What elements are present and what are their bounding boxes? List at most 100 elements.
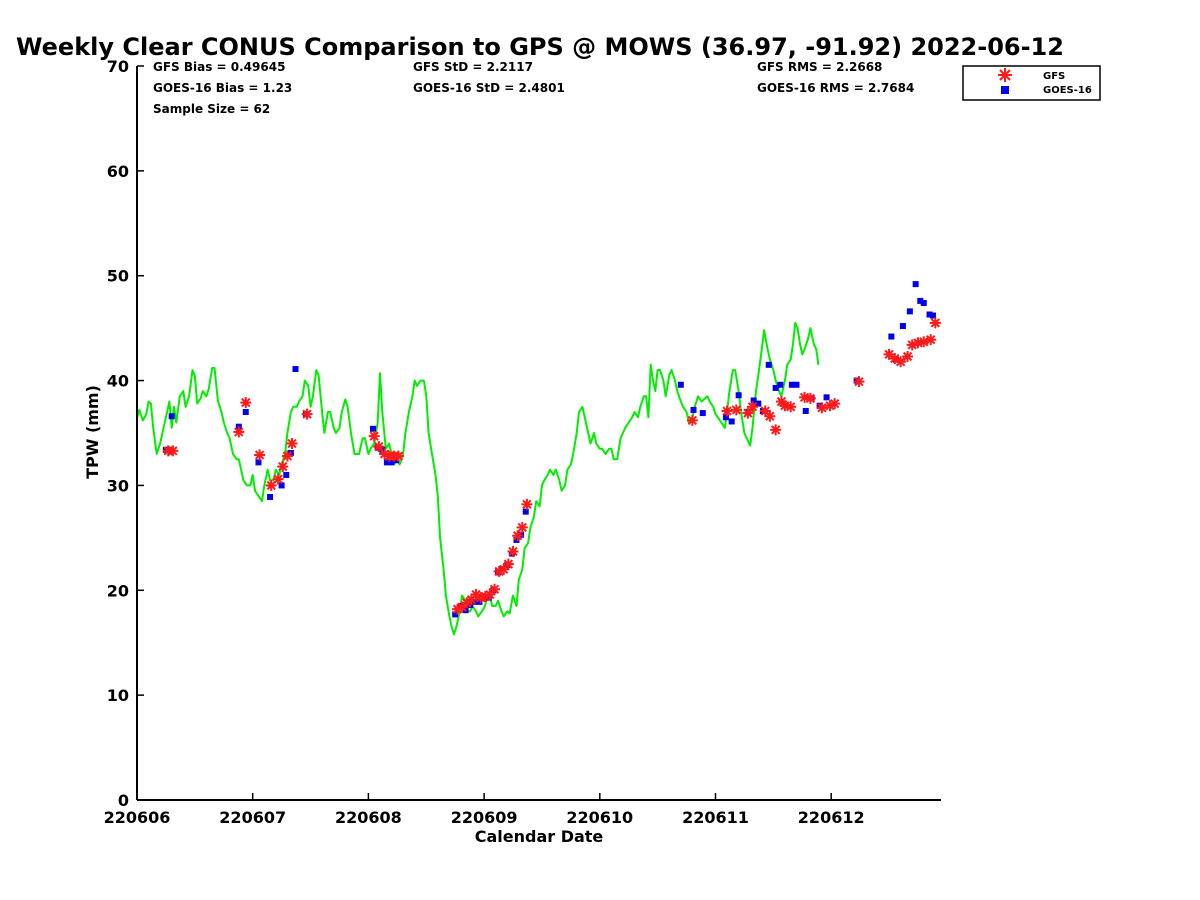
gfs-point [286, 437, 298, 449]
gfs-point [804, 392, 816, 404]
goes-16-point [255, 459, 262, 466]
goes-16-point [765, 361, 772, 368]
sample-size-text: Sample Size = 62 [153, 102, 270, 116]
goes-16-point [292, 366, 299, 373]
gfs-point [277, 461, 289, 473]
gfs-point [254, 449, 266, 461]
y-ticks: 0 10 20 30 40 50 60 70 [107, 57, 144, 810]
goes-16-point [899, 323, 906, 330]
x-tick-label: 220609 [451, 808, 518, 827]
gfs-bias-text: GFS Bias = 0.49645 [153, 60, 285, 74]
goes-16-point [823, 394, 830, 401]
goes-16-point [242, 409, 249, 416]
goes-16-point [476, 598, 483, 605]
goes-16-series [162, 281, 937, 618]
goes-16-point [788, 381, 795, 388]
y-tick-label: 40 [107, 372, 129, 391]
gfs-std-text: GFS StD = 2.2117 [413, 60, 533, 74]
gfs-point [373, 441, 385, 453]
gfs-point [281, 450, 293, 462]
legend-gfs-marker [998, 68, 1012, 82]
gfs-point [902, 350, 914, 362]
gfs-point [368, 430, 380, 442]
gfs-point [265, 479, 277, 491]
goes-16-point [912, 281, 919, 288]
gfs-point [747, 401, 759, 413]
gfs-point [686, 414, 698, 426]
y-tick-label: 20 [107, 581, 129, 600]
gfs-point [507, 545, 519, 557]
y-axis-label: TPW (mm) [83, 385, 102, 479]
goes-16-point [728, 418, 735, 425]
x-tick-label: 220607 [219, 808, 286, 827]
legend-goes-marker [1001, 86, 1009, 94]
gfs-point [853, 376, 865, 388]
gfs-point [764, 410, 776, 422]
stats-panel: GFS Bias = 0.49645 GOES-16 Bias = 1.23 S… [153, 60, 914, 116]
goes-16-point [777, 381, 784, 388]
goes-16-point [283, 471, 290, 478]
goes-16-point [793, 381, 800, 388]
y-tick-label: 70 [107, 57, 129, 76]
gfs-point [730, 404, 742, 416]
goes-std-text: GOES-16 StD = 2.4801 [413, 81, 565, 95]
legend-gfs-label: GFS [1043, 71, 1065, 82]
goes-16-point [485, 594, 492, 601]
gps-series [136, 321, 820, 636]
goes-16-point [920, 299, 927, 306]
goes-16-point [735, 392, 742, 399]
gfs-point [785, 401, 797, 413]
x-tick-label: 220610 [566, 808, 633, 827]
legend: GFS GOES-16 [962, 65, 1101, 101]
goes-16-point [917, 297, 924, 304]
goes-16-point [677, 381, 684, 388]
gfs-point [233, 426, 245, 438]
goes-16-point [930, 312, 937, 319]
gfs-point [272, 473, 284, 485]
goes-16-point [926, 311, 933, 318]
gfs-point [512, 530, 524, 542]
gfs-point [816, 402, 828, 414]
gfs-point [925, 334, 937, 346]
gfs-point [721, 405, 733, 417]
axes [136, 66, 941, 801]
gps-series-line [136, 321, 820, 636]
gfs-point [489, 583, 501, 595]
goes-16-point [522, 508, 529, 515]
gfs-point [392, 450, 404, 462]
y-tick-label: 60 [107, 162, 129, 181]
goes-16-point [518, 531, 525, 538]
y-tick-label: 0 [118, 791, 129, 810]
goes-16-point [906, 308, 913, 315]
goes-16-point [772, 384, 779, 391]
gfs-point [829, 398, 841, 410]
gfs-point [521, 498, 533, 510]
goes-16-point [750, 397, 757, 404]
gfs-point [929, 317, 941, 329]
goes-16-point [370, 425, 377, 432]
y-tick-label: 30 [107, 476, 129, 495]
goes-16-point [513, 536, 520, 543]
goes-16-point [802, 407, 809, 414]
goes-16-point [168, 413, 175, 420]
gfs-point [301, 408, 313, 420]
gfs-point [895, 356, 907, 368]
y-tick-label: 10 [107, 686, 129, 705]
legend-goes-label: GOES-16 [1043, 85, 1092, 96]
gfs-point [516, 521, 528, 533]
gfs-point [770, 424, 782, 436]
goes-16-point [267, 493, 274, 500]
goes-rms-text: GOES-16 RMS = 2.7684 [757, 81, 914, 95]
x-tick-label: 220611 [682, 808, 749, 827]
gfs-point [502, 558, 514, 570]
goes-16-point [690, 406, 697, 413]
x-axis-label: Calendar Date [475, 827, 604, 846]
goes-16-point [393, 457, 400, 464]
gfs-point [240, 397, 252, 409]
legend-box [962, 65, 1101, 101]
x-tick-label: 220608 [335, 808, 402, 827]
gfs-series [162, 317, 941, 615]
x-tick-label: 220606 [104, 808, 171, 827]
goes-16-point [388, 459, 395, 466]
